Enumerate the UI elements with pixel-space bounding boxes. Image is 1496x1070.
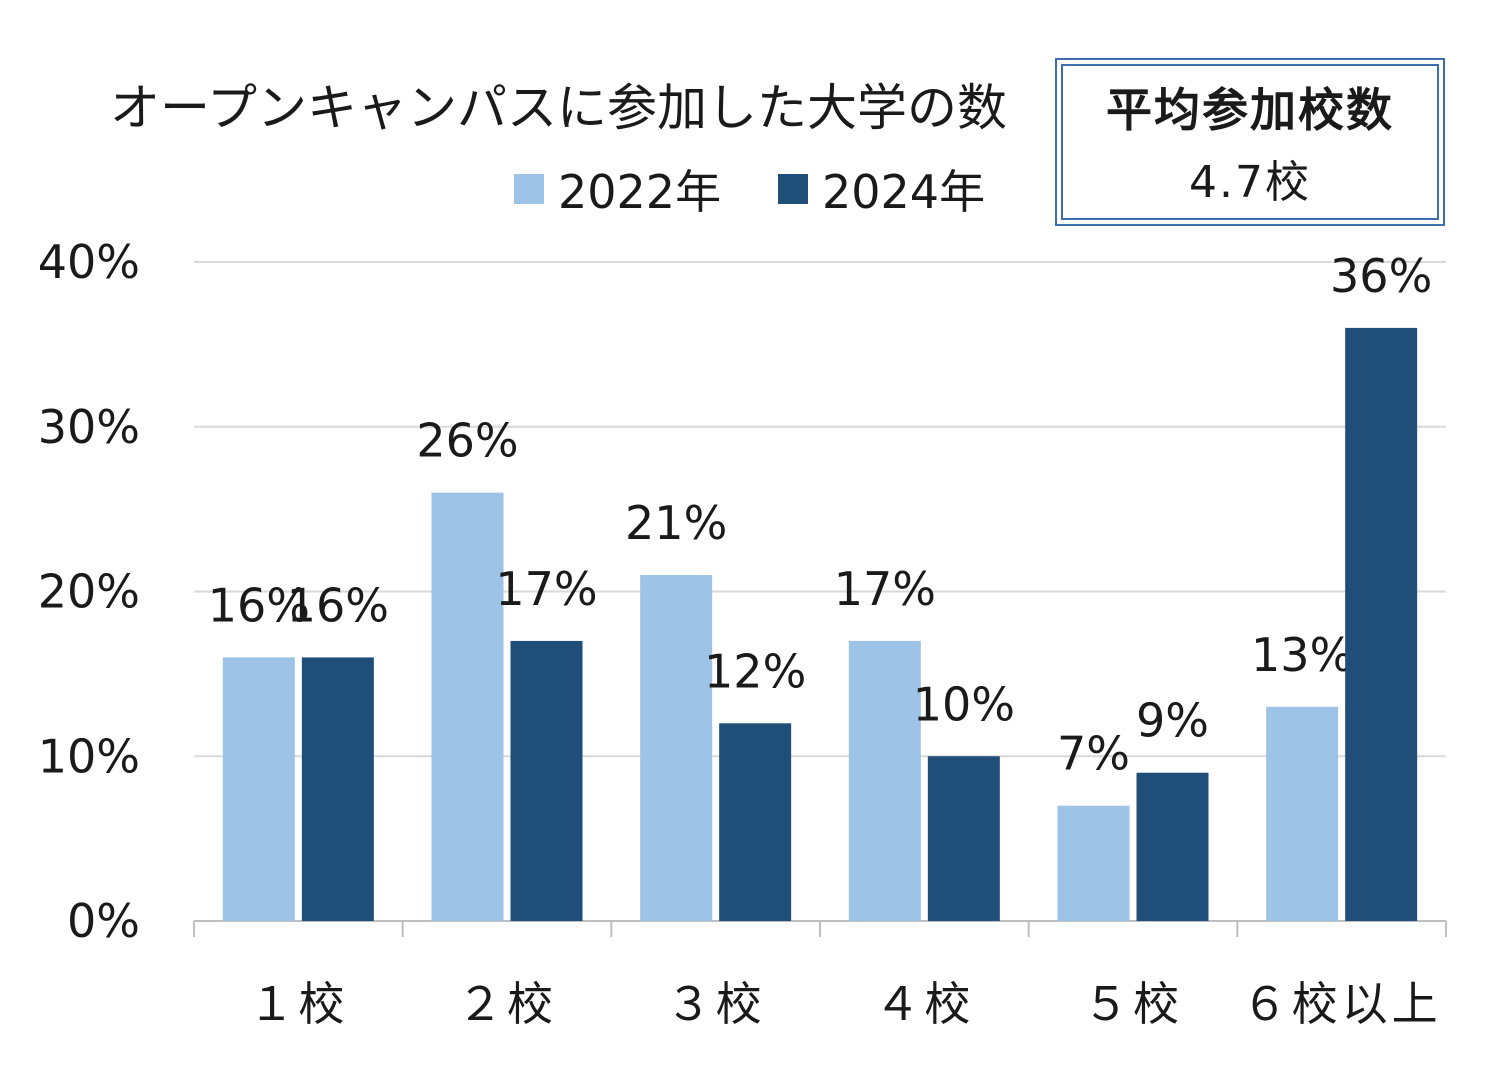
- data-label: 26%: [416, 414, 518, 468]
- x-tick-label: ２校: [457, 977, 557, 1031]
- data-label: 16%: [208, 578, 310, 632]
- legend-item-2022: 2022年: [514, 164, 721, 219]
- y-tick-label: 20%: [38, 565, 140, 619]
- data-label: 12%: [704, 644, 806, 698]
- average-box: 平均参加校数 4.7校: [1055, 58, 1445, 226]
- legend-swatch-2022: [514, 174, 544, 204]
- average-box-inner: 平均参加校数 4.7校: [1061, 64, 1439, 220]
- data-label: 13%: [1251, 628, 1353, 682]
- bar-2022年-２校: [431, 492, 504, 921]
- bar-2022年-５校: [1057, 805, 1130, 921]
- average-box-value: 4.7校: [1189, 157, 1311, 208]
- average-box-heading: 平均参加校数: [1106, 83, 1394, 137]
- bar-2022年-６校以上: [1266, 706, 1339, 921]
- bar-2024年-２校: [510, 640, 583, 921]
- legend-label-2022: 2022年: [558, 165, 722, 219]
- y-tick-label: 40%: [38, 235, 140, 289]
- data-label: 17%: [834, 562, 936, 616]
- legend-item-2024: 2024年: [778, 164, 985, 219]
- bar-2024年-４校: [927, 756, 1000, 921]
- y-tick-label: 30%: [38, 400, 140, 454]
- data-label: 21%: [625, 496, 727, 550]
- x-tick-label: １校: [248, 977, 348, 1031]
- bar-2022年-３校: [640, 575, 713, 921]
- legend-swatch-2024: [778, 174, 808, 204]
- bar-2022年-１校: [222, 657, 295, 921]
- data-label: 36%: [1330, 249, 1432, 303]
- x-tick-label: ３校: [666, 977, 766, 1031]
- bar-2022年-４校: [848, 640, 921, 921]
- data-label: 9%: [1136, 694, 1209, 748]
- data-label: 7%: [1057, 727, 1130, 781]
- legend-label-2024: 2024年: [822, 165, 986, 219]
- x-tick-label: ５校: [1083, 977, 1183, 1031]
- y-tick-label: 10%: [38, 729, 140, 783]
- bar-2024年-１校: [301, 657, 374, 921]
- chart-title: オープンキャンパスに参加した大学の数: [110, 79, 1007, 137]
- x-tick-label: ４校: [874, 977, 974, 1031]
- data-label: 16%: [287, 578, 389, 632]
- bar-2024年-５校: [1136, 772, 1209, 921]
- data-label: 17%: [495, 562, 597, 616]
- x-tick-label: ６校以上: [1242, 977, 1442, 1031]
- y-tick-label: 0%: [67, 894, 140, 948]
- bar-2024年-３校: [719, 723, 792, 921]
- bar-2024年-６校以上: [1345, 327, 1418, 921]
- data-label: 10%: [913, 677, 1015, 731]
